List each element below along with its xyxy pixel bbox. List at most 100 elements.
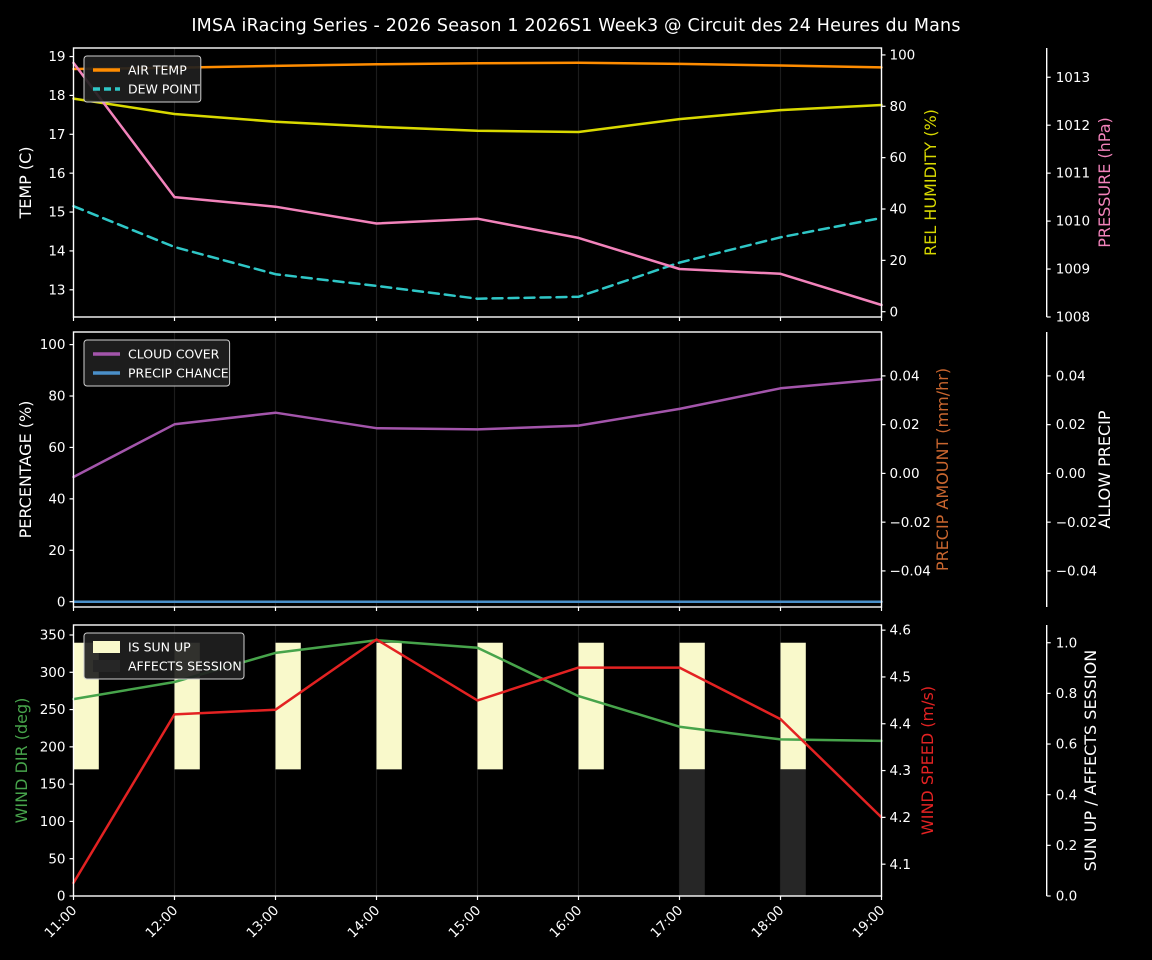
cloud-cover-line <box>72 378 883 479</box>
right-axis2: 1.0 0.8 0.6 0.4 0.2 0.0 <box>1045 625 1077 905</box>
svg-text:4.1: 4.1 <box>890 857 911 873</box>
svg-text:0.00: 0.00 <box>1056 466 1086 482</box>
svg-text:40: 40 <box>48 491 65 507</box>
precipitation-panel: 1008060402000.040.020.00−0.02−0.040.040.… <box>16 331 1114 611</box>
svg-text:0.2: 0.2 <box>1056 838 1077 854</box>
svg-text:1011: 1011 <box>1056 166 1090 182</box>
temperature-panel-legend: AIR TEMP DEW POINT <box>83 55 202 103</box>
temperature-panel-left-axis-label: TEMP (C) <box>16 146 35 219</box>
svg-text:60: 60 <box>48 440 65 456</box>
air-temp-line <box>72 61 883 71</box>
x-tick-marks <box>72 317 883 321</box>
precipitation-panel-left-axis-label: PERCENTAGE (%) <box>16 401 35 539</box>
svg-text:0.4: 0.4 <box>1056 787 1077 803</box>
svg-text:40: 40 <box>890 202 907 218</box>
svg-text:PRECIP CHANCE: PRECIP CHANCE <box>128 365 229 380</box>
left-axis-ticks: 19 18 17 16 15 14 13 <box>48 49 74 298</box>
affects-session-bar <box>679 769 705 896</box>
svg-text:0.8: 0.8 <box>1056 686 1077 702</box>
chart-title: IMSA iRacing Series - 2026 Season 1 2026… <box>191 16 961 36</box>
svg-text:14:00: 14:00 <box>345 903 384 942</box>
right-axis1-ticks: 4.6 4.5 4.4 4.3 4.2 4.1 <box>881 623 911 873</box>
svg-text:1013: 1013 <box>1056 70 1090 86</box>
svg-text:11:00: 11:00 <box>42 903 81 942</box>
svg-text:250: 250 <box>40 702 66 718</box>
precipitation-panel-right-axis1-label: PRECIP AMOUNT (mm/hr) <box>933 368 952 571</box>
svg-text:0.00: 0.00 <box>890 466 920 482</box>
svg-text:0: 0 <box>57 889 66 905</box>
svg-text:−0.02: −0.02 <box>1056 515 1097 531</box>
affects-session-bar <box>780 769 806 896</box>
is-sun-up-bar <box>780 642 806 770</box>
svg-text:0.04: 0.04 <box>890 368 920 384</box>
wind-speed-line <box>72 638 883 885</box>
svg-text:−0.04: −0.04 <box>890 564 931 580</box>
svg-text:80: 80 <box>48 389 65 405</box>
legend-item-dew-point: DEW POINT <box>93 81 200 96</box>
legend-item-affects-session: AFFECTS SESSION <box>93 658 242 673</box>
legend-item-is-sun-up: IS SUN UP <box>93 639 191 654</box>
temperature-panel-right-axis1-label: REL HUMIDITY (%) <box>921 109 940 256</box>
svg-text:100: 100 <box>40 814 66 830</box>
svg-text:18:00: 18:00 <box>749 903 788 942</box>
svg-text:150: 150 <box>40 777 66 793</box>
legend-item-precip-chance: PRECIP CHANCE <box>93 365 229 380</box>
svg-text:−0.02: −0.02 <box>890 515 931 531</box>
svg-text:AFFECTS SESSION: AFFECTS SESSION <box>128 658 242 673</box>
wind-panel-right-axis2-label: SUN UP / AFFECTS SESSION <box>1081 650 1100 871</box>
svg-text:15: 15 <box>48 205 65 221</box>
wind-panel-legend: IS SUN UP AFFECTS SESSION <box>83 632 245 680</box>
affects-session-bars <box>679 769 806 896</box>
svg-text:16: 16 <box>48 166 65 182</box>
wind-panel: 350 300 250 200 150 100 50 0 4.6 4.5 4.4 4.3 4.2 4.1 1… <box>12 623 1100 905</box>
svg-text:19:00: 19:00 <box>850 903 889 942</box>
svg-text:14: 14 <box>48 244 65 260</box>
is-sun-up-bar <box>578 642 604 770</box>
svg-text:19: 19 <box>48 49 65 65</box>
rel-humidity-line <box>72 97 883 134</box>
svg-text:−0.04: −0.04 <box>1056 564 1097 580</box>
svg-text:1009: 1009 <box>1056 262 1090 278</box>
svg-text:AIR TEMP: AIR TEMP <box>128 62 187 77</box>
legend-item-air-temp: AIR TEMP <box>93 62 187 77</box>
svg-text:0: 0 <box>890 304 899 320</box>
svg-text:15:00: 15:00 <box>446 903 485 942</box>
wind-panel-left-axis-label: WIND DIR (deg) <box>12 698 31 824</box>
svg-text:CLOUD COVER: CLOUD COVER <box>128 346 220 361</box>
svg-text:1008: 1008 <box>1056 310 1090 326</box>
svg-text:1010: 1010 <box>1056 214 1090 230</box>
svg-text:0.02: 0.02 <box>890 417 920 433</box>
svg-text:0.02: 0.02 <box>1056 417 1086 433</box>
left-axis-ticks: 100 80 60 40 20 0 <box>40 337 74 610</box>
svg-text:0: 0 <box>57 594 66 610</box>
svg-text:50: 50 <box>48 851 65 867</box>
is-sun-up-bar <box>679 642 705 770</box>
svg-text:1012: 1012 <box>1056 118 1090 134</box>
x-axis-tick-labels: 11:00 12:00 13:00 14:00 15:00 16:00 17:00 18:00… <box>42 903 889 942</box>
precipitation-panel-right-axis2-label: ALLOW PRECIP <box>1095 410 1114 528</box>
svg-text:20: 20 <box>890 253 907 269</box>
is-sun-up-bar <box>477 642 503 770</box>
svg-text:350: 350 <box>40 628 66 644</box>
svg-text:12:00: 12:00 <box>143 903 182 942</box>
svg-text:4.6: 4.6 <box>890 623 911 639</box>
svg-text:16:00: 16:00 <box>547 903 586 942</box>
x-tick-marks <box>72 607 883 611</box>
svg-text:17:00: 17:00 <box>648 903 687 942</box>
right-axis1-ticks: 100 80 60 40 20 0 <box>881 48 915 320</box>
left-axis-ticks: 350 300 250 200 150 100 50 0 <box>40 628 74 905</box>
precipitation-panel-legend: CLOUD COVER PRECIP CHANCE <box>83 339 231 387</box>
svg-text:300: 300 <box>40 665 66 681</box>
right-axis2: 1013 1012 1011 1010 1009 1008 <box>1045 48 1090 326</box>
svg-text:4.2: 4.2 <box>890 810 911 826</box>
svg-text:60: 60 <box>890 150 907 166</box>
right-axis2: 0.04 0.02 0.00 −0.02 −0.04 <box>1045 332 1097 607</box>
svg-text:0.6: 0.6 <box>1056 737 1077 753</box>
svg-text:1.0: 1.0 <box>1056 635 1077 651</box>
svg-text:80: 80 <box>890 99 907 115</box>
temperature-panel-right-axis2-label: PRESSURE (hPa) <box>1095 117 1114 248</box>
temperature-panel: 1918171615141310080604020010131012101110… <box>16 47 1114 326</box>
